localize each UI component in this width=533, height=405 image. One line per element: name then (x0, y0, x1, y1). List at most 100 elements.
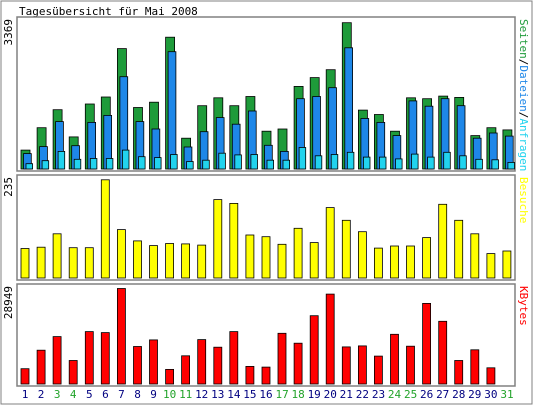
bar (197, 339, 207, 385)
bar (309, 315, 319, 385)
bar (84, 331, 94, 385)
bar (491, 159, 499, 170)
x-tick-label: 25 (404, 388, 417, 401)
bar (36, 349, 46, 385)
bar (406, 245, 415, 279)
bar (149, 245, 158, 279)
bar (167, 51, 177, 170)
bar (165, 368, 175, 385)
bar (486, 367, 496, 385)
bar (314, 155, 323, 170)
bar (454, 360, 464, 385)
bar (261, 236, 271, 279)
x-tick-label: 22 (356, 388, 369, 401)
bar (341, 219, 351, 279)
bar (250, 154, 258, 170)
bar (298, 147, 307, 170)
bar (486, 253, 496, 279)
x-tick-label: 10 (163, 388, 176, 401)
bar (117, 229, 126, 279)
x-tick-label: 7 (118, 388, 125, 401)
bar (181, 355, 191, 385)
bar (68, 360, 78, 385)
bar (52, 233, 62, 279)
bar (202, 159, 210, 170)
bar (277, 332, 287, 385)
bar (213, 346, 223, 385)
bar (390, 333, 399, 385)
x-tick-label: 31 (500, 388, 513, 401)
x-tick-label: 30 (484, 388, 497, 401)
x-tick-label: 18 (291, 388, 304, 401)
bar (454, 219, 464, 279)
bar (133, 240, 142, 279)
legend-entry-0: Seiten (517, 19, 530, 59)
bar (181, 243, 191, 279)
bar (100, 179, 110, 279)
legend-entry-0: KBytes (517, 286, 530, 326)
bar (165, 243, 175, 279)
x-tick-label: 6 (102, 388, 109, 401)
x-tick-label: 29 (468, 388, 481, 401)
bar (154, 157, 162, 170)
legend-label: Besuche (517, 177, 530, 223)
bar (100, 332, 110, 385)
x-tick-label: 9 (150, 388, 157, 401)
bar (245, 234, 255, 279)
bar (20, 248, 30, 279)
y-max-label: 28949 (2, 286, 15, 319)
x-tick-label: 1 (22, 388, 29, 401)
bar (357, 345, 367, 385)
x-tick-label: 23 (372, 388, 385, 401)
bar (234, 154, 242, 170)
bar (57, 150, 66, 170)
bar (213, 199, 223, 279)
y-max-label: 235 (2, 177, 15, 197)
bar (138, 156, 146, 170)
x-tick-label: 17 (275, 388, 288, 401)
bar (502, 250, 512, 279)
bar (378, 156, 387, 170)
legend-label: KBytes (517, 286, 530, 326)
legend-entry-0: Besuche (517, 177, 530, 223)
x-tick-label: 12 (195, 388, 208, 401)
bar (293, 227, 303, 279)
bar (52, 336, 62, 385)
x-tick-label: 5 (86, 388, 93, 401)
bar (133, 346, 142, 385)
bar (186, 161, 194, 170)
bar (89, 158, 98, 170)
bar (36, 246, 46, 279)
bar (344, 47, 353, 170)
bar (346, 151, 355, 170)
bar (357, 231, 367, 279)
bar (373, 247, 383, 279)
legend-entry-4: Anfragen (517, 118, 530, 171)
bar (245, 365, 255, 385)
bar (41, 160, 50, 170)
bar (218, 152, 226, 170)
bar (266, 159, 274, 170)
bar (341, 346, 351, 385)
bar (229, 331, 239, 385)
bar (459, 155, 467, 170)
bar (507, 161, 515, 170)
bar (197, 244, 207, 279)
bar (105, 158, 114, 170)
bar (438, 203, 448, 279)
x-tick-label: 26 (420, 388, 433, 401)
bar (229, 202, 239, 279)
bar (443, 151, 451, 170)
x-tick-label: 15 (243, 388, 256, 401)
x-tick-label: 21 (340, 388, 353, 401)
bar (277, 243, 287, 279)
bar (406, 345, 415, 385)
x-tick-label: 11 (179, 388, 192, 401)
x-tick-label: 27 (436, 388, 449, 401)
chart-title: Tagesübersicht für Mai 2008 (19, 5, 198, 18)
bar (261, 366, 271, 385)
x-tick-label: 28 (452, 388, 465, 401)
y-max-label: 3369 (2, 19, 15, 46)
